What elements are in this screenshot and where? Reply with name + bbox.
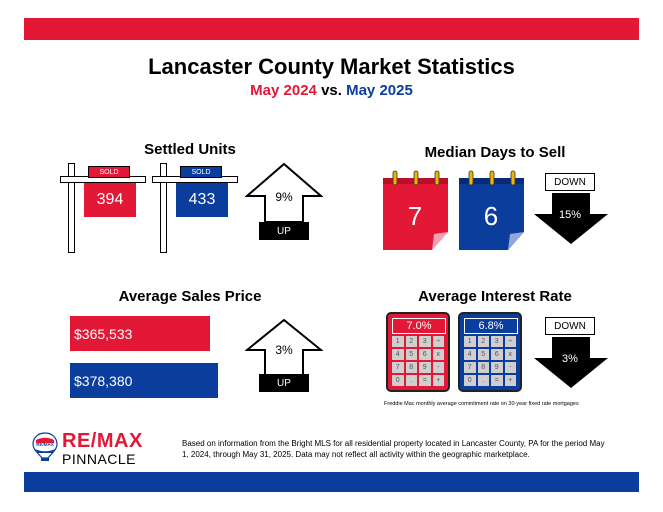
calculator-key: =: [419, 375, 431, 386]
calculator-key: 4: [464, 349, 476, 360]
logo-balloon-text: RE/MAX: [36, 442, 54, 447]
avg-price-2025: $378,380: [70, 363, 218, 398]
logo-office: PINNACLE: [62, 451, 137, 467]
calculator-key: x: [432, 349, 444, 360]
avg-price-title: Average Sales Price: [118, 288, 262, 305]
period-a: May 2024: [250, 82, 317, 99]
calculator-key: 4: [392, 349, 404, 360]
calculator-key: 3: [419, 336, 431, 347]
calculator-key: 2: [477, 336, 489, 347]
interest-rate-2025: 6.8%: [464, 318, 518, 334]
settled-units-title: Settled Units: [144, 141, 236, 158]
calculator-key: =: [491, 375, 503, 386]
calculator-key: -: [432, 362, 444, 373]
avg-price-direction: UP: [259, 374, 309, 392]
calculator-key: 7: [392, 362, 404, 373]
interest-rate-note: Freddie Mac monthly average commitment r…: [384, 401, 579, 407]
calculator-key: 5: [477, 349, 489, 360]
calculator-key: 1: [392, 336, 404, 347]
calendar-icon-red: [383, 170, 448, 250]
calculator-key: ÷: [432, 336, 444, 347]
median-days-title: Median Days to Sell: [424, 144, 566, 161]
calculator-keypad-blue: 1 2 3 ÷ 4 5 6 x 7 8 9- 0. = +: [464, 336, 516, 386]
settled-units-2025: 433: [176, 183, 228, 217]
vs-label: vs.: [321, 82, 342, 99]
median-days-2024: 7: [407, 200, 423, 231]
bottom-blue-bar: [24, 472, 639, 492]
avg-price-2024: $365,533: [70, 316, 210, 351]
down-arrow-icon: [534, 337, 608, 388]
sold-tag-a: SOLD: [88, 166, 130, 178]
calculator-key: ÷: [504, 336, 516, 347]
settled-units-2024: 394: [84, 183, 136, 217]
interest-rate-title: Average Interest Rate: [418, 288, 572, 305]
calculator-key: .: [405, 375, 417, 386]
calculator-key: 7: [464, 362, 476, 373]
calculator-key: x: [504, 349, 516, 360]
calculator-key: 8: [405, 362, 417, 373]
calculator-key: +: [504, 375, 516, 386]
calculator-key: -: [504, 362, 516, 373]
median-days-direction: DOWN: [545, 173, 595, 191]
calculator-key: 6: [419, 349, 431, 360]
calculator-key: 9: [419, 362, 431, 373]
sold-tag-b: SOLD: [180, 166, 222, 178]
calculator-key: +: [432, 375, 444, 386]
period-b: May 2025: [346, 82, 413, 99]
calculator-key: 3: [491, 336, 503, 347]
settled-units-change: 9%: [275, 190, 293, 204]
calculator-key: 0: [392, 375, 404, 386]
calculator-key: 8: [477, 362, 489, 373]
sign-post-b: [160, 163, 167, 253]
calculator-keypad-red: 1 2 3 ÷ 4 5 6 x 7 8 9- 0. = +: [392, 336, 444, 386]
remax-balloon-icon: [32, 432, 58, 461]
interest-rate-change: 3%: [562, 353, 578, 365]
median-days-change: 15%: [558, 209, 582, 221]
logo-brand: RE/MAX: [62, 430, 143, 453]
calendar-icon-blue: [459, 170, 524, 250]
calculator-key: 0: [464, 375, 476, 386]
calculator-key: 1: [464, 336, 476, 347]
disclaimer: Based on information from the Bright MLS…: [182, 439, 605, 459]
interest-rate-2024: 7.0%: [392, 318, 446, 334]
calculator-key: .: [477, 375, 489, 386]
page-title: Lancaster County Market Statistics: [148, 54, 515, 79]
calculator-key: 2: [405, 336, 417, 347]
logo-brand-text: RE/MAX: [62, 430, 143, 452]
median-days-2025: 6: [483, 200, 499, 231]
avg-price-change: 3%: [275, 343, 293, 357]
settled-units-direction: UP: [259, 222, 309, 240]
calculator-key: 5: [405, 349, 417, 360]
calculator-key: 9: [491, 362, 503, 373]
page-subtitle: May 2024 vs. May 2025: [0, 82, 663, 99]
sign-post-a: [68, 163, 75, 253]
down-arrow-icon: [534, 193, 608, 244]
interest-rate-direction: DOWN: [545, 317, 595, 335]
calculator-key: 6: [491, 349, 503, 360]
top-red-bar: [24, 18, 639, 40]
